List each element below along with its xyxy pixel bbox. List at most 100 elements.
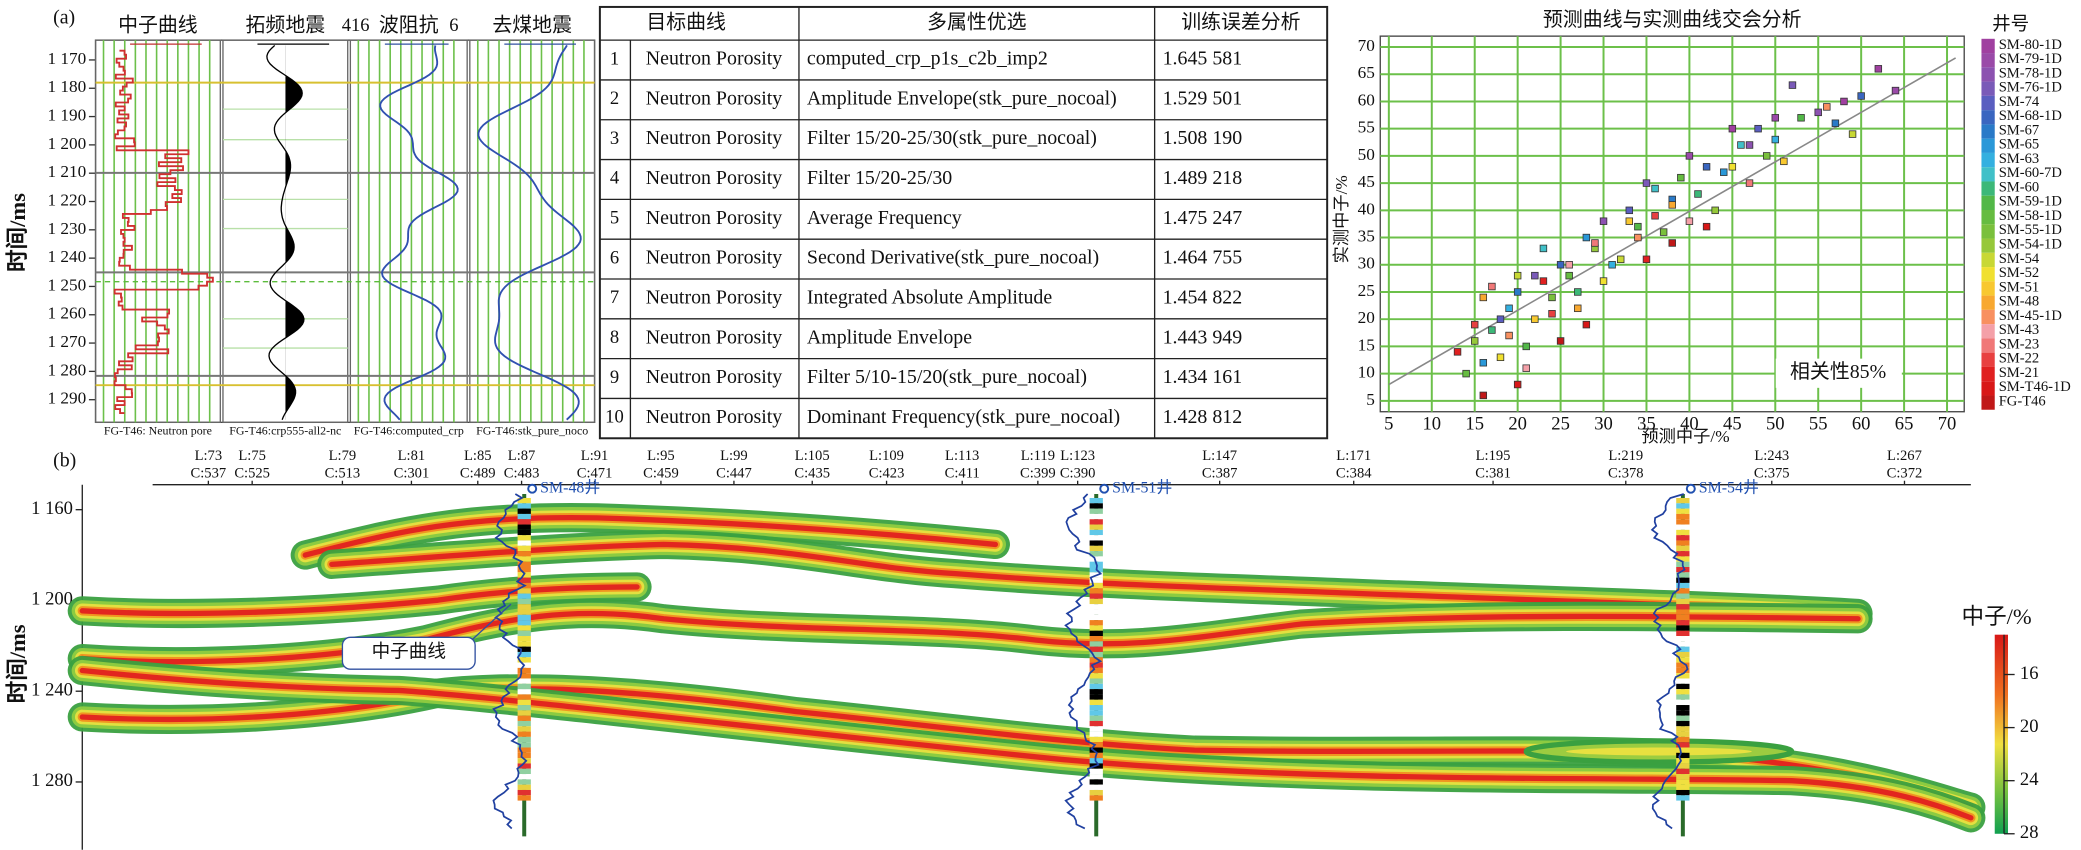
- scatter-point: [1840, 97, 1848, 106]
- well-log-segment: [517, 609, 531, 615]
- y-tick-label: 25: [1358, 281, 1375, 300]
- legend-label: SM-78-1D: [1999, 65, 2062, 81]
- well-marker: [1099, 483, 1110, 494]
- trace-label: L:109: [869, 448, 904, 464]
- well-log-segment: [1676, 508, 1690, 514]
- well-log-segment: [1089, 705, 1103, 711]
- legend-swatch: [1981, 95, 1995, 111]
- scatter-point: [1823, 103, 1831, 111]
- well-log-segment: [1676, 598, 1690, 605]
- trace-label: C:378: [1608, 465, 1644, 481]
- table-cell: Integrated Absolute Amplitude: [807, 286, 1052, 308]
- table-cell: 1.443 949: [1163, 326, 1243, 348]
- well-log-segment: [517, 535, 531, 541]
- trace-label: L:123: [1060, 448, 1095, 464]
- colorbar-tick-label: 24: [2020, 769, 2039, 790]
- well-log-segment: [517, 758, 531, 764]
- scatter-point: [1702, 163, 1711, 171]
- track-title: 中子曲线: [118, 13, 198, 36]
- well-log-segment: [517, 646, 531, 652]
- scatter-point: [1668, 201, 1676, 209]
- table-cell: 1.475 247: [1163, 207, 1243, 229]
- well-log-segment: [517, 673, 531, 679]
- wiggle-curve: [266, 44, 305, 420]
- well-log-segment: [1676, 752, 1690, 759]
- y-tick-label: 20: [1358, 308, 1375, 327]
- legend-swatch: [1981, 366, 1995, 382]
- trace-label: L:243: [1754, 448, 1789, 464]
- callout-box: [341, 636, 476, 670]
- scatter-point: [1522, 342, 1530, 351]
- well-log-segment: [517, 529, 531, 536]
- y-axis-label: 时间/ms: [5, 624, 30, 703]
- well-log-segment: [1089, 551, 1103, 557]
- legend-label: SM-43: [1999, 322, 2040, 338]
- scatter-point: [1548, 293, 1556, 302]
- y-tick-label: 1 190: [47, 106, 86, 125]
- well-log-segment: [1676, 657, 1690, 663]
- y-tick-label: 35: [1358, 226, 1375, 245]
- y-tick-label: 1 180: [47, 77, 86, 96]
- well-log-segment: [1089, 779, 1103, 785]
- track-footer: FG-T46:computed_crp: [354, 423, 464, 437]
- well-log-segment: [1676, 694, 1690, 700]
- well-log-segment: [1089, 699, 1103, 706]
- table-cell: Neutron Porosity: [646, 87, 783, 109]
- table-cell: 1.434 161: [1163, 366, 1243, 388]
- well-log-segment: [1676, 763, 1690, 769]
- well-log-segment: [517, 577, 531, 583]
- table-cell: Neutron Porosity: [646, 48, 783, 70]
- legend-swatch: [1981, 338, 1995, 353]
- y-tick-label: 40: [1358, 199, 1375, 218]
- well-log-segment: [1676, 667, 1690, 674]
- trace-label: L:87: [508, 448, 536, 464]
- well-log-segment: [1089, 630, 1103, 637]
- table-cell: 5: [610, 208, 619, 229]
- well-log-segment: [1089, 657, 1103, 663]
- well-log-segment: [1089, 789, 1103, 796]
- well-log-segment: [1089, 540, 1103, 546]
- legend-swatch: [1981, 267, 1995, 282]
- track-frame: [94, 39, 221, 424]
- well-log-segment: [517, 705, 531, 711]
- scatter-point: [1651, 184, 1659, 193]
- well-log-segment: [517, 752, 531, 759]
- scatter-point: [1548, 310, 1556, 318]
- well-log-segment: [1676, 742, 1690, 748]
- table-cell: Average Frequency: [807, 207, 962, 229]
- y-tick-label: 1 230: [47, 219, 86, 238]
- legend-swatch: [1981, 381, 1995, 396]
- table-cell: 3: [610, 128, 619, 149]
- scatter-point: [1574, 288, 1582, 296]
- horizon-band: [302, 514, 999, 558]
- y-tick-label: 15: [1358, 335, 1375, 354]
- well-log-segment: [517, 789, 531, 796]
- legend-label: SM-68-1D: [1999, 108, 2062, 124]
- well-log-segment: [1089, 604, 1103, 610]
- table-cell: 6: [610, 247, 619, 268]
- legend-swatch: [1981, 124, 1995, 139]
- table-cell: Neutron Porosity: [646, 286, 783, 308]
- table-cell: 1.464 755: [1163, 247, 1243, 269]
- well-log-segment: [1089, 726, 1103, 732]
- trace-label: L:219: [1608, 448, 1643, 464]
- scatter-point: [1634, 222, 1642, 231]
- table-cell: Second Derivative(stk_pure_nocoal): [807, 247, 1099, 269]
- scatter-point: [1625, 206, 1634, 215]
- legend-swatch: [1981, 53, 1995, 68]
- well-marker: [1685, 483, 1696, 494]
- scatter-point: [1556, 261, 1565, 269]
- well-log-segment: [1089, 742, 1103, 748]
- scatter-point: [1505, 331, 1513, 340]
- table-cell: 10: [605, 407, 624, 428]
- well-log-segment: [1676, 556, 1690, 562]
- trace-label: C:375: [1754, 465, 1790, 481]
- well-log-segment: [1089, 620, 1103, 626]
- scatter-point: [1651, 212, 1659, 220]
- well-log-segment: [1676, 535, 1690, 541]
- y-tick-label: 1 240: [47, 247, 86, 266]
- track-frame: [222, 39, 349, 424]
- trace-label: C:390: [1060, 465, 1096, 481]
- horizon-band: [79, 667, 1974, 821]
- well-log-segment: [517, 508, 531, 514]
